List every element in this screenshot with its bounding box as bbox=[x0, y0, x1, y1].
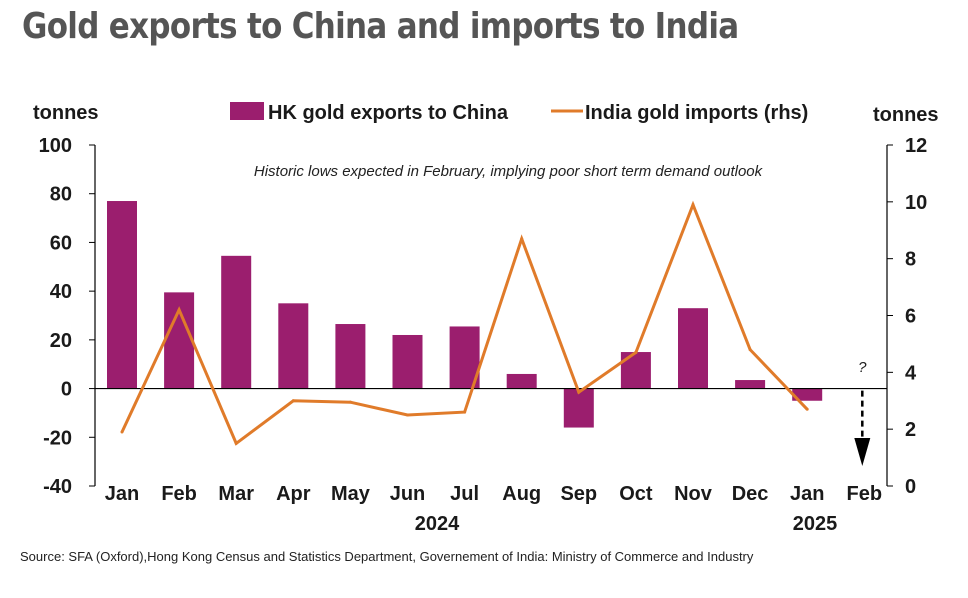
x-tick-label: Mar bbox=[218, 483, 254, 505]
y-tick-label-right: 0 bbox=[905, 476, 916, 498]
y-axis-right-label: tonnes bbox=[873, 104, 939, 126]
y-tick-label-right: 10 bbox=[905, 192, 927, 214]
bar bbox=[221, 255, 252, 389]
y-tick-label-left: 100 bbox=[39, 135, 72, 157]
line-point bbox=[805, 407, 809, 411]
bar bbox=[392, 334, 423, 389]
annotation-question-mark: ? bbox=[858, 359, 867, 376]
page-title: Gold exports to China and imports to Ind… bbox=[22, 6, 739, 47]
legend-bar-label: HK gold exports to China bbox=[268, 102, 509, 124]
chart-annotation: Historic lows expected in February, impl… bbox=[254, 163, 764, 180]
line-point bbox=[406, 413, 409, 417]
y-tick-label-left: 20 bbox=[50, 330, 72, 352]
y-tick-label-left: 0 bbox=[61, 379, 72, 401]
line-point bbox=[748, 348, 752, 352]
y-tick-label-left: -20 bbox=[43, 427, 72, 449]
x-tick-label: Aug bbox=[502, 483, 541, 505]
bar bbox=[107, 201, 137, 389]
x-tick-label: Jan bbox=[790, 483, 824, 505]
y-tick-label-left: -40 bbox=[43, 476, 72, 498]
x-tick-label: Apr bbox=[276, 483, 311, 505]
bar bbox=[735, 380, 766, 389]
x-tick-label: Dec bbox=[732, 483, 769, 505]
y-axis-left-label: tonnes bbox=[33, 102, 99, 124]
legend-bar-swatch bbox=[230, 102, 264, 120]
y-tick-label-right: 8 bbox=[905, 249, 916, 271]
bar bbox=[620, 352, 651, 389]
x-tick-label: May bbox=[331, 483, 371, 505]
line-point bbox=[348, 400, 352, 404]
line-point bbox=[577, 390, 581, 394]
x-tick-label: Feb bbox=[161, 483, 197, 505]
line-point bbox=[634, 350, 638, 354]
line-point bbox=[520, 237, 524, 241]
legend-line-label: India gold imports (rhs) bbox=[585, 102, 808, 124]
line-point bbox=[691, 203, 695, 207]
y-tick-label-left: 80 bbox=[50, 184, 72, 206]
x-year-label: 2024 bbox=[415, 513, 460, 535]
y-tick-label-right: 12 bbox=[905, 135, 927, 157]
line-point bbox=[291, 399, 295, 403]
bar bbox=[792, 388, 823, 401]
line-point bbox=[120, 430, 124, 434]
line-point bbox=[177, 308, 181, 312]
x-tick-label: Jul bbox=[450, 483, 479, 505]
y-tick-label-right: 2 bbox=[905, 419, 916, 441]
down-arrow-head bbox=[854, 438, 871, 466]
x-tick-label: Nov bbox=[674, 483, 713, 505]
y-tick-label-left: 60 bbox=[50, 232, 72, 254]
source-note: Source: SFA (Oxford),Hong Kong Census an… bbox=[20, 549, 754, 564]
x-tick-label: Sep bbox=[560, 483, 597, 505]
y-tick-label-right: 6 bbox=[905, 306, 916, 328]
bar bbox=[678, 308, 708, 389]
x-tick-label: Feb bbox=[847, 483, 883, 505]
x-tick-label: Oct bbox=[619, 483, 653, 505]
bar bbox=[563, 388, 594, 428]
bar bbox=[335, 324, 366, 389]
bar bbox=[278, 303, 309, 389]
bar bbox=[506, 373, 537, 389]
line-point bbox=[463, 410, 467, 414]
plot-area: -40 -20 0 20 40 60 80 100 0 2 4 6 8 10 12 Jan Feb Mar Apr M… bbox=[39, 135, 928, 535]
y-tick-label-left: 40 bbox=[50, 281, 72, 303]
x-tick-label: Jan bbox=[105, 483, 139, 505]
x-year-label: 2025 bbox=[793, 513, 838, 535]
y-tick-label-right: 4 bbox=[905, 362, 917, 384]
x-tick-label: Jun bbox=[390, 483, 426, 505]
line-point bbox=[234, 441, 238, 445]
legend: HK gold exports to China India gold impo… bbox=[230, 102, 808, 124]
